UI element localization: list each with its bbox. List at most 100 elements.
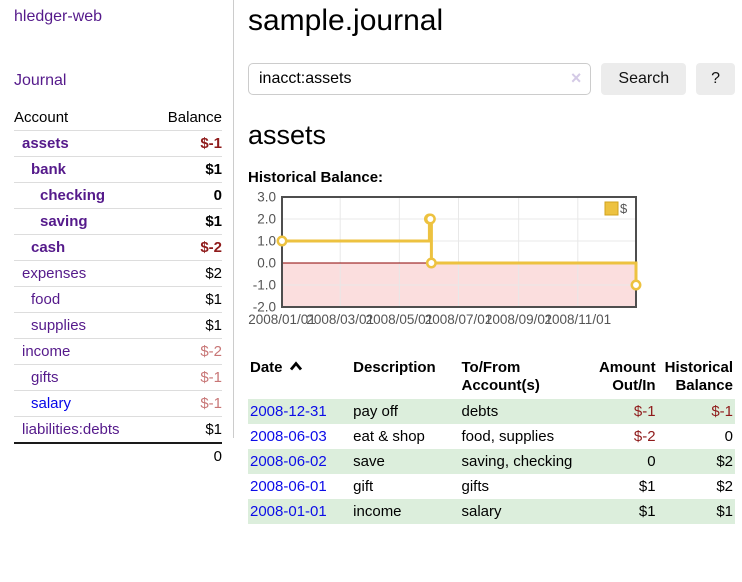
register-amount-cell: $1 <box>638 503 656 520</box>
accounts-total-row: 0 <box>14 443 222 469</box>
search-input[interactable] <box>248 63 592 95</box>
search-box: × <box>248 63 592 95</box>
account-name-cell: assets <box>14 131 151 157</box>
accounts-table: Account Balance assets $-1 bank $1 check… <box>14 105 222 469</box>
transaction-date-link[interactable]: 2008-06-02 <box>250 453 327 470</box>
svg-text:$: $ <box>620 201 628 216</box>
account-balance: $1 <box>205 213 222 230</box>
register-table: Date Description To/From Account(s) Amou… <box>248 355 735 524</box>
account-balance: $-1 <box>200 135 222 152</box>
register-header-balance: Historical Balance <box>664 359 733 394</box>
account-row: liabilities:debts $1 <box>14 416 222 444</box>
register-row: 2008-06-03 eat & shop food, supplies $-2… <box>248 424 735 449</box>
register-row: 2008-01-01 income salary $1 $1 <box>248 499 735 524</box>
register-amount-cell: $-2 <box>633 428 656 445</box>
account-link[interactable]: checking <box>40 187 106 204</box>
transaction-date-link[interactable]: 2008-06-01 <box>250 478 327 495</box>
register-balance-cell: 0 <box>724 428 733 445</box>
account-name-cell: food <box>14 287 151 313</box>
register-description-cell: save <box>353 453 385 470</box>
register-header-row: Date Description To/From Account(s) Amou… <box>248 355 735 399</box>
account-link[interactable]: saving <box>40 213 88 230</box>
clear-search-icon[interactable]: × <box>570 68 582 88</box>
account-link[interactable]: expenses <box>22 265 87 282</box>
sort-ascending-icon <box>289 361 302 371</box>
account-link[interactable]: salary <box>31 395 72 412</box>
accounts-header-row: Account Balance <box>14 105 222 131</box>
svg-text:2008/05/01: 2008/05/01 <box>366 312 434 327</box>
search-button[interactable]: Search <box>601 63 687 95</box>
account-link[interactable]: liabilities:debts <box>22 421 120 438</box>
register-date-cell: 2008-01-01 <box>248 499 351 524</box>
brand-link[interactable]: hledger-web <box>14 8 103 25</box>
account-row: food $1 <box>14 286 222 313</box>
sidebar-item-journal[interactable]: Journal <box>14 72 67 89</box>
register-description-cell: pay off <box>353 403 398 420</box>
transaction-date-link[interactable]: 2008-01-01 <box>250 503 327 520</box>
account-name-cell: salary <box>14 391 151 417</box>
account-row: bank $1 <box>14 156 222 183</box>
accounts-header-account: Account <box>14 109 69 126</box>
accounts-header-balance: Balance <box>167 109 222 126</box>
chart-title: Historical Balance: <box>248 169 384 186</box>
account-balance: $1 <box>205 161 222 178</box>
svg-text:2.0: 2.0 <box>257 212 276 227</box>
account-balance: $2 <box>205 265 222 282</box>
account-link[interactable]: supplies <box>31 317 87 334</box>
transaction-date-link[interactable]: 2008-06-03 <box>250 428 327 445</box>
register-description-cell: eat & shop <box>353 428 425 445</box>
register-balance-cell: $-1 <box>711 403 733 420</box>
app-layout: hledger-web Journal Account Balance asse… <box>0 0 742 524</box>
register-row: 2008-06-02 save saving, checking 0 $2 <box>248 449 735 474</box>
register-row: 2008-12-31 pay off debts $-1 $-1 <box>248 399 735 424</box>
account-link[interactable]: cash <box>31 239 66 256</box>
account-balance: $1 <box>205 291 222 308</box>
register-header-date[interactable]: Date <box>248 355 351 399</box>
register-date-cell: 2008-06-02 <box>248 449 351 474</box>
account-row: income $-2 <box>14 338 222 365</box>
register-body: 2008-12-31 pay off debts $-1 $-1 2008-06… <box>248 399 735 524</box>
register-amount-cell: 0 <box>647 453 656 470</box>
main-content: sample.journal × Search ? assets Histori… <box>234 0 742 524</box>
account-balance: $-2 <box>200 239 222 256</box>
account-link[interactable]: food <box>31 291 61 308</box>
svg-text:0.0: 0.0 <box>257 256 276 271</box>
account-link[interactable]: income <box>22 343 71 360</box>
register-amount-cell: $1 <box>638 478 656 495</box>
account-row: saving $1 <box>14 208 222 235</box>
register-header-accounts: To/From Account(s) <box>461 359 540 394</box>
svg-text:2008/11/01: 2008/11/01 <box>545 312 612 327</box>
svg-text:3.0: 3.0 <box>257 190 276 205</box>
page-title: sample.journal <box>248 4 444 37</box>
accounts-body: assets $-1 bank $1 checking 0 saving $1 … <box>14 130 222 444</box>
register-amount-cell: $-1 <box>633 403 656 420</box>
account-name-cell: cash <box>14 235 151 261</box>
register-balance-cell: $2 <box>716 453 733 470</box>
svg-text:-2.0: -2.0 <box>253 300 276 315</box>
account-name-cell: checking <box>14 183 151 209</box>
account-name-cell: expenses <box>14 261 151 287</box>
account-name-cell: gifts <box>14 365 151 391</box>
transaction-date-link[interactable]: 2008-12-31 <box>250 403 327 420</box>
register-accounts-cell: gifts <box>461 478 490 495</box>
register-header-description: Description <box>353 359 436 376</box>
account-link[interactable]: assets <box>22 135 69 152</box>
help-button[interactable]: ? <box>696 63 735 95</box>
register-description-cell: income <box>353 503 402 520</box>
account-name-cell: liabilities:debts <box>14 417 151 444</box>
register-date-cell: 2008-12-31 <box>248 399 351 424</box>
svg-text:-1.0: -1.0 <box>253 278 276 293</box>
register-row: 2008-06-01 gift gifts $1 $2 <box>248 474 735 499</box>
accounts-total-spacer <box>14 443 151 469</box>
svg-text:2008/07/01: 2008/07/01 <box>425 312 493 327</box>
account-link[interactable]: bank <box>31 161 67 178</box>
account-link[interactable]: gifts <box>31 369 59 386</box>
account-name-cell: income <box>14 339 151 365</box>
accounts-total-value: 0 <box>213 448 222 465</box>
account-balance: $-2 <box>200 343 222 360</box>
register-header-date-label: Date <box>250 359 283 376</box>
register-date-cell: 2008-06-03 <box>248 424 351 449</box>
sidebar: hledger-web Journal Account Balance asse… <box>0 0 234 465</box>
svg-text:2008/09/01: 2008/09/01 <box>485 312 553 327</box>
account-name-cell: bank <box>14 157 151 183</box>
